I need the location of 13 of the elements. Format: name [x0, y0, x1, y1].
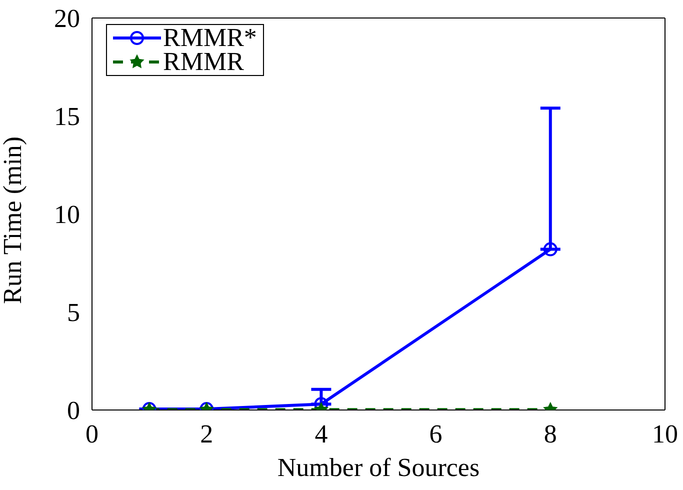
- x-tick-label: 10: [652, 419, 678, 448]
- y-tick-label: 15: [54, 102, 80, 132]
- x-tick-label: 2: [200, 419, 214, 448]
- y-tick-label: 5: [67, 298, 80, 328]
- x-tick-label: 8: [544, 419, 557, 448]
- x-tick-label: 4: [314, 419, 328, 448]
- y-tick-label: 0: [67, 396, 80, 426]
- y-tick-label: 10: [54, 200, 80, 230]
- x-tick-label: 6: [429, 419, 442, 448]
- x-axis-title: Number of Sources: [277, 453, 480, 482]
- y-axis-title: Run Time (min): [0, 136, 28, 304]
- y-tick-label: 20: [54, 4, 80, 34]
- x-tick-label: 0: [86, 419, 98, 448]
